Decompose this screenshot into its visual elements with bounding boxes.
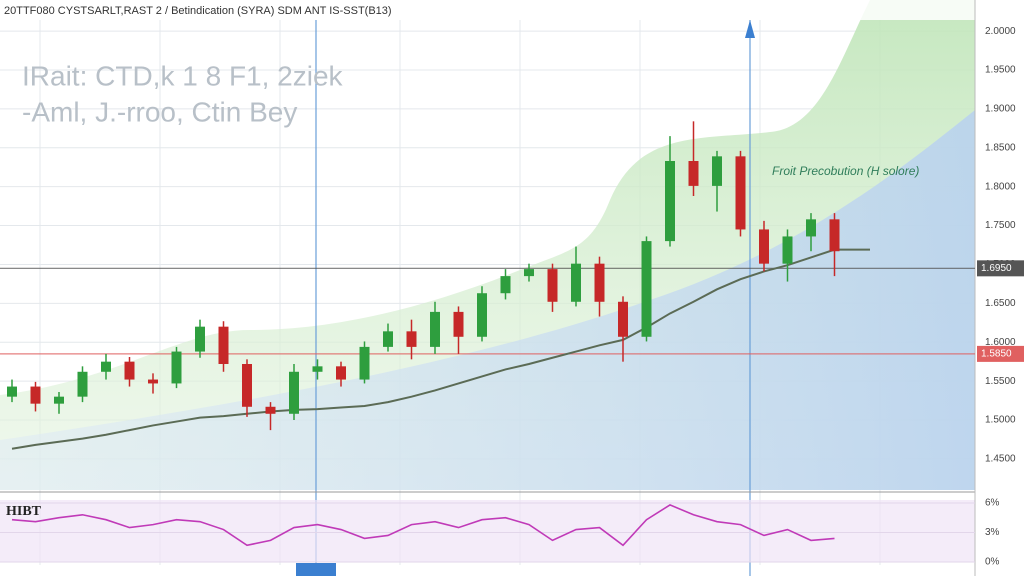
oscillator-tick-label: 0% bbox=[985, 557, 1000, 568]
y-tick-label: 1.4500 bbox=[985, 454, 1016, 465]
candle-body bbox=[712, 156, 722, 186]
candle-body bbox=[665, 161, 675, 242]
candle-body bbox=[54, 396, 64, 404]
chart-subtitle: -Aml, J.-rroo, Ctin Bey bbox=[22, 96, 297, 127]
candle-body bbox=[641, 241, 652, 337]
candle-body bbox=[618, 301, 628, 337]
y-tick-label: 1.8500 bbox=[985, 142, 1016, 153]
candle-body bbox=[383, 331, 393, 347]
candle-body bbox=[806, 219, 816, 237]
volatility-band bbox=[0, 110, 975, 490]
y-tick-label: 1.8000 bbox=[985, 181, 1016, 192]
candle-body bbox=[359, 346, 370, 380]
candle-body bbox=[77, 371, 88, 397]
candle-body bbox=[524, 269, 534, 277]
header-bar bbox=[0, 0, 1024, 20]
candle-body bbox=[547, 269, 558, 302]
oscillator-panel bbox=[0, 500, 975, 562]
candle-body bbox=[242, 364, 252, 407]
candle-body bbox=[688, 161, 699, 186]
moving-average bbox=[11, 248, 870, 450]
candle-body bbox=[406, 331, 417, 347]
oscillator-tick-label: 6% bbox=[985, 498, 1000, 509]
chart-title: IRait: CTD,k 1 8 F1, 2ziek bbox=[22, 60, 344, 91]
candle-body bbox=[124, 361, 135, 380]
y-tick-label: 1.5000 bbox=[985, 415, 1016, 426]
candle-body bbox=[7, 386, 17, 397]
y-tick-label: 1.6000 bbox=[985, 337, 1016, 348]
price-tag-label: 1.5850 bbox=[981, 349, 1012, 360]
y-tick-label: 1.9000 bbox=[985, 104, 1016, 115]
y-tick-label: 1.7500 bbox=[985, 220, 1016, 231]
oscillator-label: HIBT bbox=[6, 504, 42, 519]
y-tick-label: 1.6500 bbox=[985, 298, 1016, 309]
candle-body bbox=[571, 263, 581, 302]
candle-body bbox=[289, 371, 299, 414]
candle-body bbox=[829, 219, 840, 252]
y-tick-label: 2.0000 bbox=[985, 26, 1016, 37]
candle-body bbox=[500, 276, 511, 294]
candle-body bbox=[218, 326, 229, 364]
price-tag bbox=[977, 260, 1024, 277]
candle-body bbox=[453, 311, 464, 337]
y-tick-label: 1.9500 bbox=[985, 65, 1016, 76]
candle-body bbox=[759, 229, 769, 264]
oscillator-tick-label: 3% bbox=[985, 527, 1000, 538]
time-tag bbox=[296, 563, 336, 576]
header: 20TTF080 CYSTSARLT,RAST 2 / Betindicatio… bbox=[4, 5, 392, 17]
candle-body bbox=[782, 236, 793, 264]
candle-body bbox=[594, 263, 605, 302]
price-tag bbox=[977, 345, 1024, 362]
candle-body bbox=[735, 156, 746, 230]
candle-body bbox=[312, 366, 323, 372]
price-tag-label: 1.6950 bbox=[981, 263, 1012, 274]
candle-body bbox=[148, 379, 158, 384]
candle-body bbox=[336, 366, 346, 380]
candle-body bbox=[195, 326, 205, 352]
oscillator-line bbox=[11, 504, 835, 547]
candle-body bbox=[101, 361, 111, 372]
candle-body bbox=[477, 293, 487, 337]
annotation: Froit Precobution (H solore) bbox=[772, 164, 919, 178]
candle-body bbox=[171, 351, 182, 384]
candle-body bbox=[430, 311, 440, 347]
arrow bbox=[745, 20, 755, 38]
candle-body bbox=[265, 406, 276, 414]
candle-body bbox=[30, 386, 41, 404]
y-tick-label: 1.5500 bbox=[985, 376, 1016, 387]
